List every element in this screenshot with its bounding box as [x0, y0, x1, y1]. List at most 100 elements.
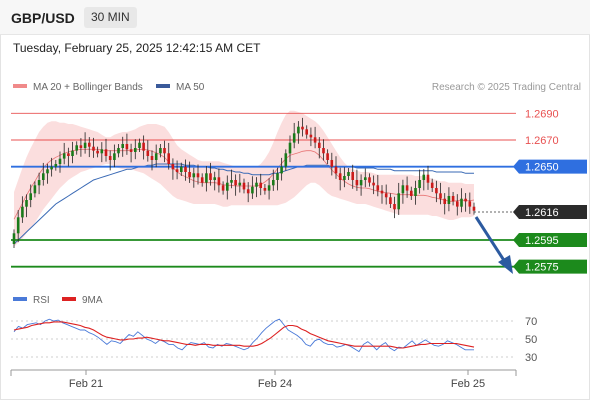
candle: [217, 168, 221, 193]
candle: [472, 202, 476, 215]
candlesticks: [12, 117, 476, 248]
candle: [167, 142, 170, 170]
candle: [292, 122, 296, 149]
copyright-text: Research © 2025 Trading Central: [432, 82, 581, 93]
candle: [33, 181, 37, 198]
candle: [305, 125, 308, 139]
candle: [75, 141, 78, 155]
candle: [368, 173, 371, 187]
candle: [125, 133, 129, 155]
rsi-ma-legend-swatch: [62, 297, 76, 301]
rsi-tick-label: 30: [525, 352, 537, 364]
candle: [326, 149, 329, 164]
candle: [213, 171, 216, 191]
level-label-support: 1.2595: [525, 235, 559, 247]
candle: [83, 132, 87, 154]
candle: [226, 175, 229, 200]
rsi-ma-line: [13, 321, 475, 349]
candle: [338, 167, 342, 191]
candle: [175, 160, 179, 180]
candle: [96, 146, 99, 158]
candle: [234, 174, 237, 196]
candle: [92, 137, 95, 158]
candle: [393, 196, 396, 219]
candle: [54, 160, 58, 171]
candle: [188, 161, 191, 183]
candle: [104, 138, 108, 162]
candle: [150, 150, 154, 171]
candle: [389, 193, 392, 208]
candle: [288, 135, 292, 163]
candle: [376, 174, 380, 197]
level-tag-support: [513, 259, 587, 274]
ma20-legend-label: MA 20 + Bollinger Bands: [33, 82, 143, 93]
candle: [192, 167, 196, 188]
candle: [372, 175, 375, 195]
candle: [355, 169, 359, 191]
ma20-legend-swatch: [13, 84, 27, 88]
candle: [242, 178, 246, 194]
candle: [209, 162, 212, 186]
candle: [259, 173, 262, 196]
candle: [276, 167, 279, 191]
candle: [138, 138, 141, 152]
symbol-title: GBP/USD: [11, 10, 75, 26]
candle: [397, 182, 400, 215]
candle: [159, 144, 162, 158]
candle: [435, 180, 438, 203]
candle: [380, 185, 384, 204]
candle: [117, 144, 120, 158]
candle: [71, 141, 74, 164]
candle: [309, 127, 313, 147]
candle: [12, 229, 16, 248]
candle: [347, 168, 350, 180]
x-tick-label: Feb 21: [69, 378, 103, 390]
candle: [422, 169, 426, 191]
rsi-legend-label: RSI: [33, 295, 50, 306]
x-tick-label: Feb 24: [258, 378, 292, 390]
current-price-tag: [513, 205, 587, 219]
x-axis: Feb 21 Feb 24 Feb 25: [69, 370, 485, 390]
candle: [142, 135, 145, 160]
ma50-legend-label: MA 50: [176, 82, 205, 93]
current-price-label: 1.2616: [525, 207, 559, 219]
candle: [113, 144, 116, 168]
candle: [37, 172, 41, 195]
candle: [343, 167, 346, 188]
rsi-tick-label: 70: [525, 316, 537, 328]
candle: [464, 193, 467, 212]
candle: [21, 196, 24, 223]
candle: [301, 117, 304, 137]
candle: [221, 181, 225, 195]
candle: [154, 144, 158, 168]
candle: [414, 180, 417, 205]
candle: [443, 193, 446, 215]
candle: [384, 184, 388, 205]
candle: [284, 149, 288, 171]
candle: [146, 140, 150, 162]
price-levels: 1.2690 1.2670 1.2650 1.2595 1.2575 1.2616: [11, 108, 587, 274]
level-tag-pivot: [513, 159, 587, 174]
candle: [272, 169, 275, 191]
rsi-plot: 70 50 30: [11, 316, 537, 364]
candle: [129, 143, 133, 163]
level-label-pivot: 1.2650: [525, 162, 559, 174]
candle: [79, 138, 83, 157]
candle: [451, 192, 455, 206]
rsi-line: [13, 318, 474, 353]
candle: [447, 187, 451, 212]
timeframe-button[interactable]: 30 MIN: [84, 7, 137, 28]
candle: [88, 137, 91, 158]
candle: [330, 152, 334, 176]
candle: [100, 142, 104, 163]
candle: [200, 173, 204, 187]
candle: [205, 166, 208, 192]
candle: [318, 137, 321, 159]
candle: [29, 184, 32, 208]
candle: [46, 163, 49, 184]
candle: [468, 192, 472, 214]
candle: [58, 151, 62, 173]
candle: [322, 139, 325, 161]
candle: [251, 176, 254, 199]
